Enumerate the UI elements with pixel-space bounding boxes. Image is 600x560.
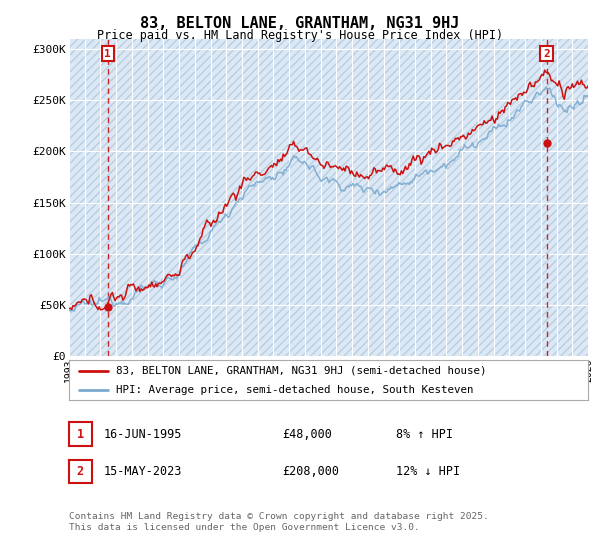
Text: Price paid vs. HM Land Registry's House Price Index (HPI): Price paid vs. HM Land Registry's House …	[97, 29, 503, 42]
Text: 83, BELTON LANE, GRANTHAM, NG31 9HJ (semi-detached house): 83, BELTON LANE, GRANTHAM, NG31 9HJ (sem…	[116, 366, 486, 376]
Text: 83, BELTON LANE, GRANTHAM, NG31 9HJ: 83, BELTON LANE, GRANTHAM, NG31 9HJ	[140, 16, 460, 31]
Text: 1: 1	[104, 49, 111, 59]
Text: £48,000: £48,000	[282, 427, 332, 441]
Text: 8% ↑ HPI: 8% ↑ HPI	[396, 427, 453, 441]
Text: HPI: Average price, semi-detached house, South Kesteven: HPI: Average price, semi-detached house,…	[116, 385, 473, 394]
Text: Contains HM Land Registry data © Crown copyright and database right 2025.
This d: Contains HM Land Registry data © Crown c…	[69, 512, 489, 532]
Text: 1: 1	[77, 427, 84, 441]
Text: 12% ↓ HPI: 12% ↓ HPI	[396, 465, 460, 478]
Text: 15-MAY-2023: 15-MAY-2023	[104, 465, 182, 478]
Text: 2: 2	[77, 465, 84, 478]
Text: £208,000: £208,000	[282, 465, 339, 478]
Text: 2: 2	[543, 49, 550, 59]
Text: 16-JUN-1995: 16-JUN-1995	[104, 427, 182, 441]
